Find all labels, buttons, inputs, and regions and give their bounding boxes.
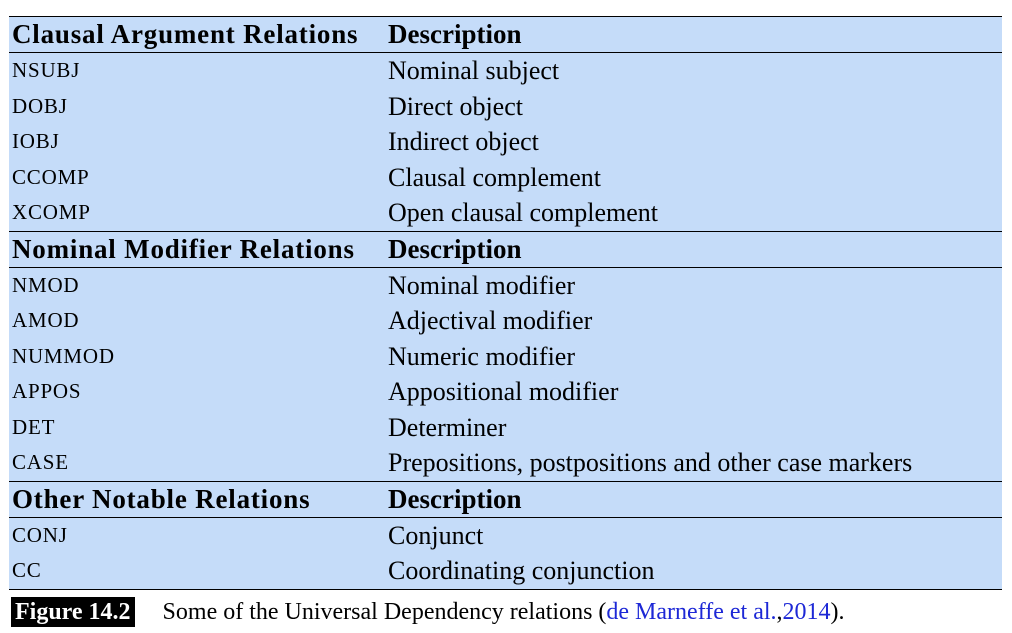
citation-separator: , (776, 598, 783, 625)
table-row: APPOS Appositional modifier (9, 374, 1002, 410)
relation-code: NSUBJ (12, 58, 81, 82)
relation-description: Indirect object (388, 127, 539, 156)
relation-code: CASE (12, 450, 69, 474)
table-row: NMOD Nominal modifier (9, 267, 1002, 303)
figure-label: Figure 14.2 (11, 597, 135, 627)
caption-text-end: ). (830, 598, 845, 625)
table-row: CASE Prepositions, postpositions and oth… (9, 445, 1002, 481)
relation-code: CONJ (12, 522, 68, 547)
section-header: Clausal Argument Relations (9, 16, 385, 53)
table-row: CCOMP Clausal complement (9, 160, 1002, 196)
caption-text: Some of the Universal Dependency relatio… (162, 598, 607, 625)
relation-description: Numeric modifier (388, 341, 575, 371)
table-row: NUMMOD Numeric modifier (9, 339, 1002, 375)
description-header: Description (385, 16, 1002, 53)
table-row: DOBJ Direct object (9, 89, 1002, 125)
relation-description: Appositional modifier (388, 377, 619, 406)
relation-description: Prepositions, postpositions and other ca… (388, 448, 913, 477)
relation-description: Determiner (388, 412, 507, 442)
relation-code: APPOS (12, 379, 82, 403)
relations-table: Clausal Argument Relations Description N… (9, 16, 1002, 590)
relation-description: Nominal modifier (388, 270, 576, 300)
relation-code: DOBJ (12, 93, 68, 118)
relation-code: AMOD (12, 308, 80, 332)
description-header: Description (385, 480, 1002, 518)
section-header: Other Notable Relations (9, 480, 385, 518)
relation-code: IOBJ (12, 129, 60, 153)
table-row: XCOMP Open clausal complement (9, 195, 1002, 231)
relation-description: Coordinating conjunction (388, 556, 655, 585)
relation-description: Clausal complement (388, 162, 602, 192)
table-row: IOBJ Indirect object (9, 124, 1002, 160)
section-header-row: Other Notable Relations Description (9, 480, 1002, 518)
citation-authors-link[interactable]: de Marneffe et al. (606, 598, 777, 625)
relation-code: NMOD (12, 272, 80, 297)
table-row: DET Determiner (9, 410, 1002, 446)
relation-description: Adjectival modifier (388, 306, 593, 335)
description-header: Description (385, 230, 1002, 268)
table-row: AMOD Adjectival modifier (9, 303, 1002, 339)
relation-description: Open clausal complement (388, 198, 659, 227)
relation-code: DET (12, 414, 56, 439)
figure-caption: Figure 14.2 Some of the Universal Depend… (11, 596, 845, 628)
relation-code: CCOMP (12, 164, 90, 189)
section-header-row: Clausal Argument Relations Description (9, 16, 1002, 53)
relation-description: Conjunct (388, 520, 484, 550)
relation-description: Direct object (388, 91, 523, 121)
table-row: CONJ Conjunct (9, 517, 1002, 553)
section-header: Nominal Modifier Relations (9, 230, 385, 268)
table-row: CC Coordinating conjunction (9, 553, 1002, 589)
section-header-row: Nominal Modifier Relations Description (9, 230, 1002, 268)
relation-code: XCOMP (12, 200, 91, 224)
citation-year-link[interactable]: 2014 (782, 598, 831, 625)
relation-description: Nominal subject (388, 56, 560, 85)
table-row: NSUBJ Nominal subject (9, 53, 1002, 89)
relation-code: NUMMOD (12, 343, 115, 368)
relation-code: CC (12, 558, 42, 582)
